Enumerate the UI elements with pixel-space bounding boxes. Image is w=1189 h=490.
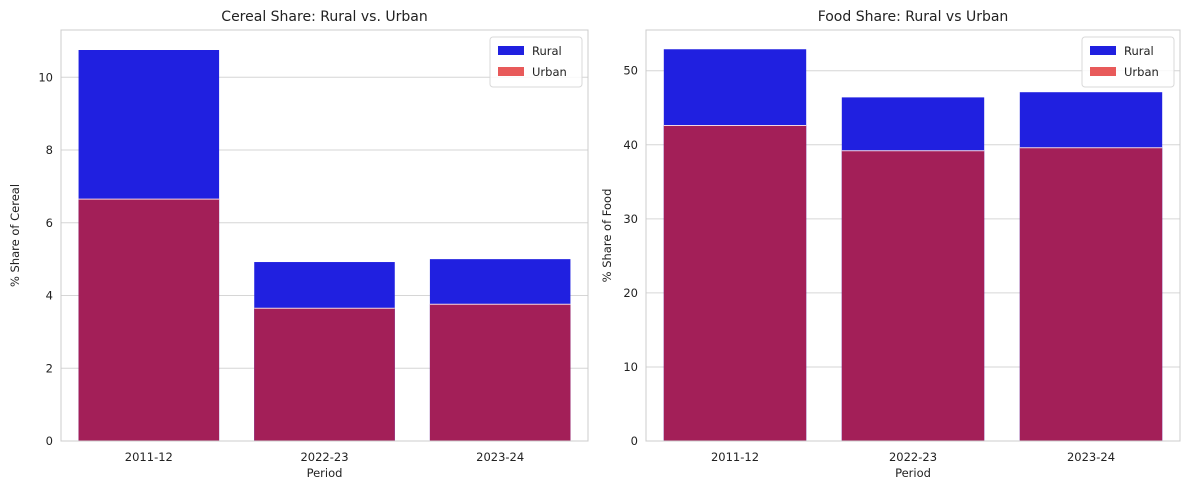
legend-swatch-rural — [1090, 46, 1116, 55]
x-axis-label: Period — [895, 466, 931, 480]
chart-panel-1: 2011-12 2022-23 2023-24 0 10 20 30 40 50 Food Sha… — [600, 9, 1181, 480]
legend-label-urban: Urban — [1124, 65, 1159, 79]
bar-urban — [254, 308, 395, 441]
legend: Rural Urban — [1081, 36, 1175, 88]
x-tick-label: 2011-12 — [711, 450, 759, 464]
legend-label-rural: Rural — [1124, 44, 1154, 58]
y-axis-label: % Share of Cereal — [8, 184, 22, 287]
legend-swatch-rural — [498, 46, 524, 55]
bar-urban — [663, 125, 807, 442]
x-tick-label: 2022-23 — [889, 450, 937, 464]
y-tick-label: 4 — [46, 289, 53, 303]
x-tick-label: 2023-24 — [1067, 450, 1115, 464]
y-tick-label: 20 — [623, 286, 638, 300]
y-tick-label: 10 — [38, 70, 53, 84]
y-tick-label: 30 — [623, 212, 638, 226]
legend: Rural Urban — [489, 36, 583, 88]
y-tick-label: 0 — [46, 434, 53, 448]
chart-panel-0: 2011-12 2022-23 2023-24 0 2 4 6 8 10 Cereal Share… — [8, 9, 589, 480]
y-tick-label: 8 — [46, 143, 53, 157]
chart-title: Food Share: Rural vs Urban — [818, 9, 1009, 25]
legend-swatch-urban — [498, 67, 524, 76]
legend-label-rural: Rural — [532, 44, 562, 58]
x-tick-label: 2023-24 — [476, 450, 524, 464]
y-tick-label: 50 — [623, 64, 638, 78]
y-tick-label: 40 — [623, 138, 638, 152]
x-tick-label: 2011-12 — [125, 450, 173, 464]
y-tick-label: 6 — [46, 216, 53, 230]
legend-swatch-urban — [1090, 67, 1116, 76]
legend-label-urban: Urban — [532, 65, 567, 79]
bar-urban — [841, 150, 985, 441]
bar-urban — [1019, 147, 1163, 441]
chart-title: Cereal Share: Rural vs. Urban — [221, 9, 427, 25]
y-tick-label: 2 — [46, 361, 53, 375]
x-axis-label: Period — [307, 466, 343, 480]
plot-frame — [60, 29, 589, 442]
y-tick-label: 0 — [631, 434, 638, 448]
x-tick-label: 2022-23 — [300, 450, 348, 464]
y-axis-label: % Share of Food — [600, 189, 614, 283]
bar-urban — [78, 199, 220, 441]
bar-urban — [429, 304, 571, 441]
y-tick-label: 10 — [623, 360, 638, 374]
plot-frame — [645, 29, 1181, 442]
